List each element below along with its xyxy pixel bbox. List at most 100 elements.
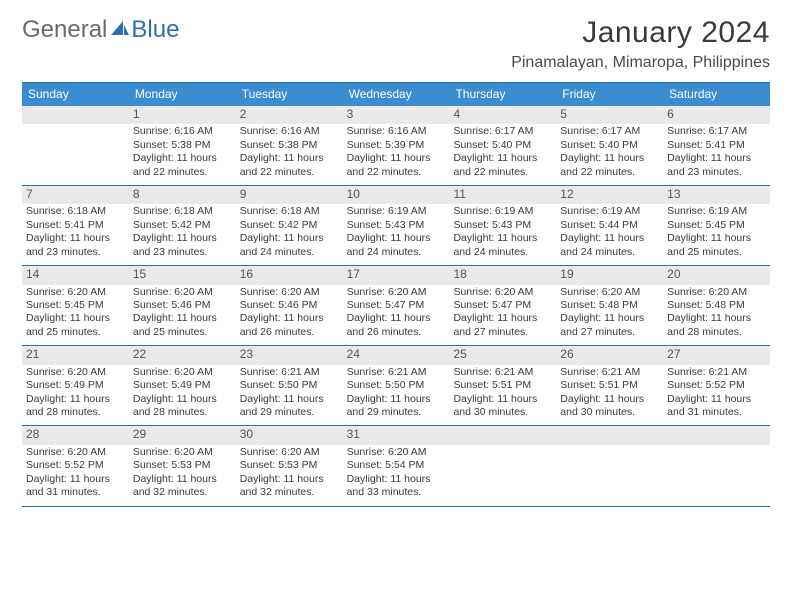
- day-body: Sunrise: 6:20 AMSunset: 5:45 PMDaylight:…: [22, 285, 129, 346]
- daylight-line1: Daylight: 11 hours: [133, 393, 232, 406]
- day-number: 29: [129, 426, 236, 444]
- daylight-line1: Daylight: 11 hours: [26, 393, 125, 406]
- day-cell: 8Sunrise: 6:18 AMSunset: 5:42 PMDaylight…: [129, 186, 236, 265]
- day-cell: 17Sunrise: 6:20 AMSunset: 5:47 PMDayligh…: [343, 266, 450, 345]
- daylight-line2: and 25 minutes.: [667, 246, 766, 259]
- daylight-line1: Daylight: 11 hours: [26, 473, 125, 486]
- day-cell: 30Sunrise: 6:20 AMSunset: 5:53 PMDayligh…: [236, 426, 343, 505]
- day-number: 20: [663, 266, 770, 284]
- sunset-text: Sunset: 5:46 PM: [133, 299, 232, 312]
- day-body: Sunrise: 6:16 AMSunset: 5:39 PMDaylight:…: [343, 124, 450, 185]
- day-cell: 31Sunrise: 6:20 AMSunset: 5:54 PMDayligh…: [343, 426, 450, 505]
- sunset-text: Sunset: 5:40 PM: [453, 139, 552, 152]
- daylight-line1: Daylight: 11 hours: [347, 232, 446, 245]
- day-body: Sunrise: 6:18 AMSunset: 5:42 PMDaylight:…: [129, 204, 236, 265]
- day-number: 15: [129, 266, 236, 284]
- day-number: [663, 426, 770, 444]
- sunrise-text: Sunrise: 6:20 AM: [133, 286, 232, 299]
- daylight-line1: Daylight: 11 hours: [133, 473, 232, 486]
- daylight-line1: Daylight: 11 hours: [667, 152, 766, 165]
- daylight-line1: Daylight: 11 hours: [453, 312, 552, 325]
- sunset-text: Sunset: 5:45 PM: [26, 299, 125, 312]
- daylight-line2: and 22 minutes.: [560, 166, 659, 179]
- day-body: Sunrise: 6:17 AMSunset: 5:41 PMDaylight:…: [663, 124, 770, 185]
- day-cell: 18Sunrise: 6:20 AMSunset: 5:47 PMDayligh…: [449, 266, 556, 345]
- day-number: 21: [22, 346, 129, 364]
- day-body: [663, 445, 770, 503]
- day-cell: 24Sunrise: 6:21 AMSunset: 5:50 PMDayligh…: [343, 346, 450, 425]
- daylight-line1: Daylight: 11 hours: [347, 312, 446, 325]
- sunset-text: Sunset: 5:47 PM: [453, 299, 552, 312]
- day-number: 5: [556, 106, 663, 124]
- day-body: Sunrise: 6:21 AMSunset: 5:51 PMDaylight:…: [449, 365, 556, 426]
- day-number: 4: [449, 106, 556, 124]
- sunset-text: Sunset: 5:43 PM: [453, 219, 552, 232]
- sunset-text: Sunset: 5:44 PM: [560, 219, 659, 232]
- sunset-text: Sunset: 5:50 PM: [347, 379, 446, 392]
- day-number: 13: [663, 186, 770, 204]
- day-header: Monday: [129, 83, 236, 106]
- day-number: 16: [236, 266, 343, 284]
- daylight-line2: and 25 minutes.: [133, 326, 232, 339]
- sunrise-text: Sunrise: 6:18 AM: [133, 205, 232, 218]
- day-body: Sunrise: 6:20 AMSunset: 5:52 PMDaylight:…: [22, 445, 129, 506]
- sunset-text: Sunset: 5:53 PM: [240, 459, 339, 472]
- title-block: January 2024 Pinamalayan, Mimaropa, Phil…: [511, 16, 770, 72]
- daylight-line1: Daylight: 11 hours: [26, 312, 125, 325]
- week-row: 28Sunrise: 6:20 AMSunset: 5:52 PMDayligh…: [22, 426, 770, 506]
- sunset-text: Sunset: 5:50 PM: [240, 379, 339, 392]
- day-cell: 4Sunrise: 6:17 AMSunset: 5:40 PMDaylight…: [449, 106, 556, 185]
- daylight-line1: Daylight: 11 hours: [560, 232, 659, 245]
- daylight-line2: and 27 minutes.: [560, 326, 659, 339]
- sunrise-text: Sunrise: 6:20 AM: [26, 286, 125, 299]
- day-body: Sunrise: 6:21 AMSunset: 5:50 PMDaylight:…: [236, 365, 343, 426]
- sunset-text: Sunset: 5:38 PM: [133, 139, 232, 152]
- sunrise-text: Sunrise: 6:21 AM: [347, 366, 446, 379]
- daylight-line2: and 30 minutes.: [560, 406, 659, 419]
- daylight-line2: and 29 minutes.: [240, 406, 339, 419]
- daylight-line1: Daylight: 11 hours: [560, 152, 659, 165]
- day-cell: 19Sunrise: 6:20 AMSunset: 5:48 PMDayligh…: [556, 266, 663, 345]
- daylight-line2: and 22 minutes.: [347, 166, 446, 179]
- day-body: Sunrise: 6:21 AMSunset: 5:51 PMDaylight:…: [556, 365, 663, 426]
- daylight-line2: and 33 minutes.: [347, 486, 446, 499]
- sunset-text: Sunset: 5:48 PM: [560, 299, 659, 312]
- day-body: Sunrise: 6:19 AMSunset: 5:43 PMDaylight:…: [343, 204, 450, 265]
- daylight-line2: and 26 minutes.: [347, 326, 446, 339]
- sunset-text: Sunset: 5:48 PM: [667, 299, 766, 312]
- day-body: Sunrise: 6:17 AMSunset: 5:40 PMDaylight:…: [556, 124, 663, 185]
- day-cell: 14Sunrise: 6:20 AMSunset: 5:45 PMDayligh…: [22, 266, 129, 345]
- day-cell: 13Sunrise: 6:19 AMSunset: 5:45 PMDayligh…: [663, 186, 770, 265]
- week-row: 21Sunrise: 6:20 AMSunset: 5:49 PMDayligh…: [22, 346, 770, 426]
- sunset-text: Sunset: 5:46 PM: [240, 299, 339, 312]
- day-body: Sunrise: 6:21 AMSunset: 5:52 PMDaylight:…: [663, 365, 770, 426]
- sunrise-text: Sunrise: 6:20 AM: [560, 286, 659, 299]
- day-body: Sunrise: 6:19 AMSunset: 5:45 PMDaylight:…: [663, 204, 770, 265]
- day-header: Saturday: [663, 83, 770, 106]
- logo-text-blue: Blue: [131, 16, 179, 44]
- sunset-text: Sunset: 5:52 PM: [667, 379, 766, 392]
- sunset-text: Sunset: 5:49 PM: [26, 379, 125, 392]
- day-cell: 2Sunrise: 6:16 AMSunset: 5:38 PMDaylight…: [236, 106, 343, 185]
- sunrise-text: Sunrise: 6:19 AM: [347, 205, 446, 218]
- daylight-line2: and 28 minutes.: [667, 326, 766, 339]
- daylight-line1: Daylight: 11 hours: [347, 393, 446, 406]
- sunset-text: Sunset: 5:41 PM: [26, 219, 125, 232]
- daylight-line2: and 24 minutes.: [560, 246, 659, 259]
- weeks-container: 1Sunrise: 6:16 AMSunset: 5:38 PMDaylight…: [22, 106, 770, 507]
- daylight-line1: Daylight: 11 hours: [347, 152, 446, 165]
- sunset-text: Sunset: 5:38 PM: [240, 139, 339, 152]
- day-number: 12: [556, 186, 663, 204]
- daylight-line1: Daylight: 11 hours: [240, 152, 339, 165]
- daylight-line1: Daylight: 11 hours: [240, 232, 339, 245]
- location: Pinamalayan, Mimaropa, Philippines: [511, 54, 770, 72]
- daylight-line2: and 22 minutes.: [240, 166, 339, 179]
- day-body: Sunrise: 6:20 AMSunset: 5:48 PMDaylight:…: [556, 285, 663, 346]
- daylight-line1: Daylight: 11 hours: [26, 232, 125, 245]
- sunset-text: Sunset: 5:42 PM: [133, 219, 232, 232]
- sunset-text: Sunset: 5:49 PM: [133, 379, 232, 392]
- sunrise-text: Sunrise: 6:20 AM: [453, 286, 552, 299]
- sunrise-text: Sunrise: 6:20 AM: [347, 446, 446, 459]
- empty-cell: [22, 106, 129, 185]
- daylight-line2: and 28 minutes.: [133, 406, 232, 419]
